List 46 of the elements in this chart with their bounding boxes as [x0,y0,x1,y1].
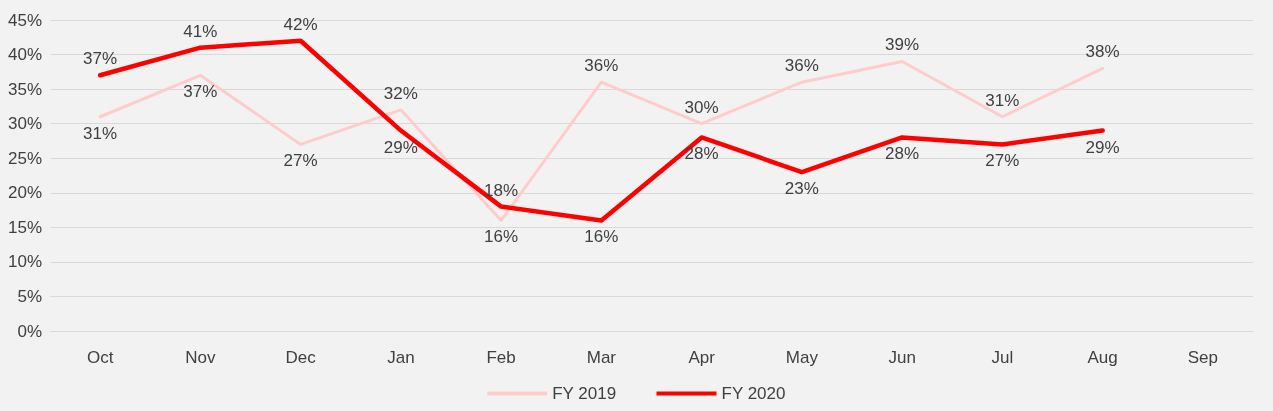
data-label: 39% [885,35,920,55]
data-label: 36% [784,56,819,76]
x-tick-label: Mar [586,348,617,367]
data-label: 18% [484,180,519,200]
y-tick-label: 30% [7,114,42,134]
x-tick-label: Sep [1187,348,1218,367]
data-label: 27% [283,151,318,171]
x-tick-label: Jul [991,348,1014,367]
data-label: 27% [985,151,1020,171]
data-label: 16% [584,227,619,247]
data-label: 36% [584,56,619,76]
legend-label: FY 2020 [721,384,786,403]
y-tick-label: 45% [7,10,42,30]
data-label: 42% [283,14,318,34]
data-label: 41% [183,21,218,41]
x-tick-label: Nov [185,348,216,367]
y-tick-label: 15% [7,217,42,237]
data-label: 31% [83,123,118,143]
y-tick-label: 10% [7,252,42,272]
y-tick-label: 5% [17,286,42,306]
y-tick-label: 20% [7,183,42,203]
x-tick-label: Apr [688,348,716,367]
data-label: 38% [1085,42,1120,62]
x-tick-label: Feb [486,348,516,367]
y-tick-label: 40% [7,45,42,65]
data-label: 28% [885,144,920,164]
data-label: 32% [383,83,418,103]
data-label: 28% [684,144,719,164]
data-label: 37% [183,82,218,102]
legend-label: FY 2019 [552,384,617,403]
data-label: 37% [83,49,118,69]
data-label: 29% [1085,137,1120,157]
x-tick-label: Jan [387,348,415,367]
y-tick-label: 35% [7,79,42,99]
data-label: 23% [784,179,819,199]
y-tick-label: 25% [7,148,42,168]
x-tick-label: Aug [1087,348,1118,367]
x-tick-label: Jun [888,348,916,367]
data-label: 30% [684,97,719,117]
x-tick-label: Dec [285,348,317,367]
data-label: 29% [383,137,418,157]
data-label: 16% [484,227,519,247]
y-tick-label: 0% [17,321,42,341]
x-tick-label: May [785,348,819,367]
data-label: 31% [985,90,1020,110]
x-tick-label: Oct [86,348,114,367]
